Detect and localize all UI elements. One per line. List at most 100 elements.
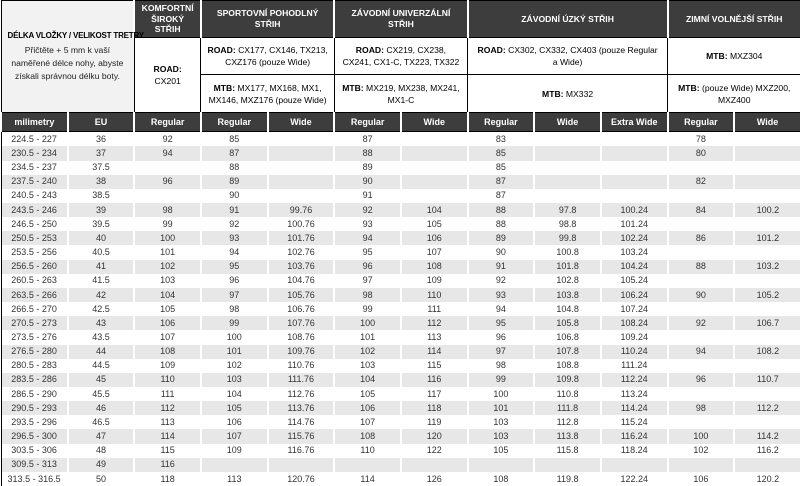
- category-title: KOMFORTNÍ ŠIROKÝ STŘIH: [133, 0, 202, 39]
- table-cell: 105.8: [534, 316, 602, 331]
- table-cell: 102.8: [534, 273, 602, 288]
- table-row: 246.5 - 250 39.5 99 92 100.76 93 105 88 98.8 101.…: [1, 217, 800, 232]
- table-cell: 37: [67, 146, 136, 161]
- column-header: Wide: [399, 112, 469, 133]
- table-cell: 96: [200, 273, 269, 288]
- table-cell: 103: [334, 358, 402, 373]
- table-cell: 88: [200, 160, 269, 175]
- table-cell: 280.5 - 283: [1, 358, 69, 373]
- model-list-cell: MTB: MX332: [467, 74, 669, 114]
- table-cell: 290.5 - 293: [1, 401, 69, 416]
- table-cell: [534, 146, 602, 161]
- table-row: 309.5 - 313 49 116: [1, 457, 800, 472]
- table-row: 296.5 - 300 47 114 107 115.76 108 120 103 113.8 1…: [1, 429, 800, 444]
- table-cell: [400, 146, 469, 161]
- table-cell: 42.5: [67, 302, 136, 317]
- table-cell: 94: [334, 231, 402, 246]
- table-cell: 39.5: [67, 217, 136, 232]
- table-cell: 91: [334, 188, 402, 203]
- table-cell: 114: [334, 471, 402, 486]
- table-cell: 303.5 - 306: [1, 443, 69, 458]
- table-cell: 113.8: [534, 429, 602, 444]
- table-cell: 246.5 - 250: [1, 217, 69, 232]
- table-cell: 97.8: [534, 202, 602, 218]
- model-list-cell: MTB: MXZ304: [667, 37, 800, 76]
- table-cell: 106: [200, 415, 269, 430]
- table-cell: 106: [400, 231, 469, 246]
- table-row: 273.5 - 276 43.5 107 100 108.76 101 113 96 106.8…: [1, 330, 800, 345]
- table-cell: 98: [467, 358, 536, 373]
- table-cell: 108: [134, 344, 202, 359]
- table-cell: 103: [200, 372, 269, 388]
- column-header: Wide: [266, 112, 336, 133]
- table-cell: 103.8: [534, 287, 602, 303]
- table-cell: [734, 160, 800, 175]
- table-cell: 88: [467, 217, 536, 232]
- table-cell: 88: [334, 146, 402, 161]
- table-cell: 87: [467, 188, 536, 203]
- model-list-cell: ROAD: CX302, CX332, CX403 (pouze Regular…: [467, 37, 669, 76]
- table-cell: 112.8: [534, 415, 602, 430]
- table-cell: 115: [134, 443, 202, 458]
- table-cell: [267, 146, 336, 161]
- table-cell: [600, 131, 669, 147]
- table-cell: [667, 457, 736, 472]
- table-cell: 105.76: [267, 287, 336, 303]
- model-type-label: MTB:: [706, 51, 728, 62]
- table-cell: [667, 188, 736, 203]
- table-cell: 101.8: [534, 259, 602, 274]
- column-header: Extra Wide: [599, 112, 669, 133]
- table-cell: 43.5: [67, 330, 136, 345]
- table-cell: 83: [467, 131, 536, 147]
- table-cell: 116.24: [600, 429, 669, 444]
- table-cell: 110: [400, 287, 469, 303]
- table-cell: [734, 330, 800, 345]
- table-cell: 92: [134, 131, 202, 147]
- table-cell: 97: [467, 344, 536, 359]
- table-cell: 90: [467, 245, 536, 260]
- table-cell: 85: [467, 146, 536, 161]
- table-cell: 296.5 - 300: [1, 429, 69, 444]
- table-cell: 42: [67, 287, 136, 303]
- table-cell: 114.24: [600, 401, 669, 416]
- table-cell: 270.5 - 273: [1, 316, 69, 331]
- table-cell: [667, 415, 736, 430]
- table-row: 266.5 - 270 42.5 105 98 106.76 99 111 94 104.8 10…: [1, 302, 800, 317]
- table-cell: 240.5 - 243: [1, 188, 69, 203]
- table-cell: 114.76: [267, 415, 336, 430]
- table-cell: 104.24: [600, 259, 669, 274]
- table-cell: 94: [200, 245, 269, 260]
- table-cell: 95: [200, 259, 269, 274]
- table-cell: [667, 273, 736, 288]
- table-cell: 78: [667, 131, 736, 147]
- table-cell: 101: [467, 401, 536, 416]
- table-cell: 92: [667, 316, 736, 331]
- table-cell: 113: [200, 471, 269, 486]
- table-cell: [467, 457, 536, 472]
- table-cell: 103.2: [734, 259, 800, 274]
- table-cell: 90: [334, 174, 402, 189]
- table-cell: [267, 160, 336, 175]
- table-cell: 101: [200, 344, 269, 359]
- table-row: 256.5 - 260 41 102 95 103.76 96 108 91 101.8 104.…: [1, 259, 800, 274]
- table-cell: [734, 131, 800, 147]
- table-row: 230.5 - 234 37 94 87 88 85 80: [1, 146, 800, 161]
- table-cell: [734, 273, 800, 288]
- model-type-label: MTB:: [213, 82, 236, 93]
- table-cell: 120: [400, 429, 469, 444]
- table-cell: 286.5 - 290: [1, 387, 69, 402]
- model-type-label: ROAD:: [207, 45, 236, 56]
- table-cell: [400, 457, 469, 472]
- table-cell: 37.5: [67, 160, 136, 175]
- table-cell: 50: [67, 471, 136, 486]
- table-cell: 88: [467, 202, 536, 218]
- table-cell: 234.5 - 237: [1, 160, 69, 175]
- table-cell: 119: [400, 415, 469, 430]
- table-cell: 237.5 - 240: [1, 174, 69, 189]
- table-cell: 115.8: [534, 443, 602, 458]
- table-cell: 36: [67, 131, 136, 147]
- table-cell: [400, 188, 469, 203]
- table-cell: 109.8: [534, 372, 602, 388]
